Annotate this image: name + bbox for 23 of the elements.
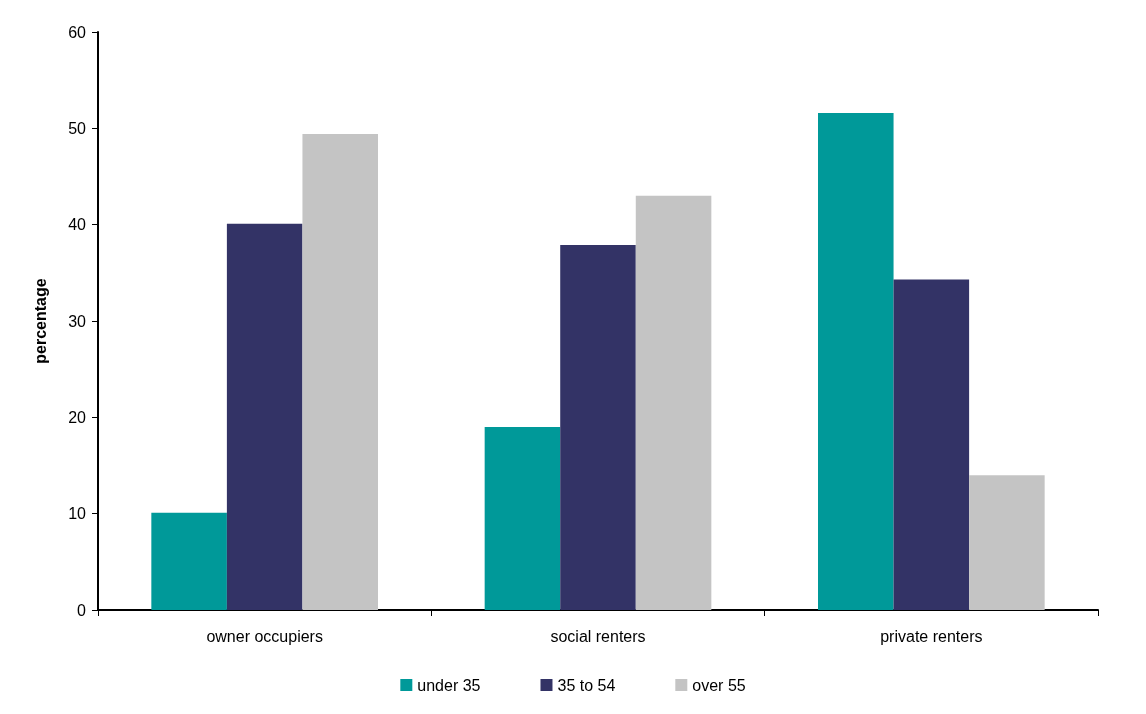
bar: [635, 195, 712, 610]
x-tick-label: social renters: [550, 627, 646, 645]
y-tick-label: 0: [77, 601, 87, 619]
legend-label: over 55: [692, 676, 746, 694]
bar: [151, 512, 227, 610]
bar: [484, 426, 561, 610]
y-tick-label: 10: [68, 505, 87, 523]
y-tick-label: 40: [68, 216, 87, 234]
bar: [302, 134, 378, 610]
bar: [969, 475, 1045, 610]
bar: [818, 112, 894, 610]
x-tick-label: owner occupiers: [206, 627, 323, 645]
bar: [893, 279, 970, 610]
legend-label: under 35: [417, 676, 481, 694]
bar: [226, 223, 303, 610]
y-tick-label: 30: [68, 312, 87, 330]
x-tick-label: private renters: [880, 627, 983, 645]
y-axis-title: percentage: [31, 278, 49, 364]
bar: [560, 244, 636, 610]
legend-label: 35 to 54: [557, 676, 616, 694]
y-tick-label: 20: [68, 408, 87, 426]
y-tick-label: 60: [68, 23, 87, 41]
y-tick-label: 50: [68, 119, 87, 137]
